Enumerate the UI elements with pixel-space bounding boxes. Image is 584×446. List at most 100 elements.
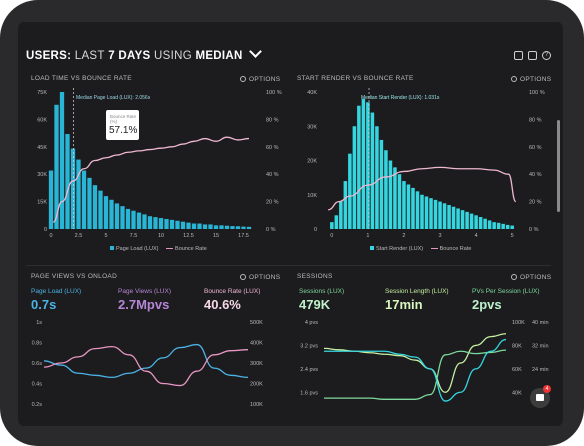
- render-x-tick-label: 1: [366, 233, 369, 239]
- sessions-tick-label: 24 min: [532, 367, 549, 373]
- load-bar: [125, 208, 131, 229]
- load-x-tick-label: 5: [104, 233, 107, 239]
- render-y2-tick-label: 60 %: [529, 145, 542, 151]
- title-last: LAST: [74, 50, 105, 62]
- stat-pvs-per-session: PVs Per Session (LUX) 2pvs: [472, 288, 540, 312]
- load-bar: [208, 224, 213, 229]
- render-bar: [424, 196, 429, 229]
- load-panel-title: LOAD TIME VS BOUNCE RATE: [31, 75, 132, 82]
- load-x-tick-label: 15: [213, 233, 219, 239]
- render-x-tick-label: 0: [330, 233, 333, 239]
- load-bar: [87, 177, 92, 229]
- tooltip-label: Bounce Rate: [110, 114, 137, 119]
- render-bar: [411, 187, 415, 229]
- render-bar: [388, 160, 393, 229]
- load-bar: [109, 199, 114, 229]
- load-x-tick-label: 2.5: [75, 233, 83, 239]
- legend-label: Page Load (LUX): [116, 246, 159, 252]
- tooltip-unit: (%): [110, 119, 117, 124]
- chat-button[interactable]: 4: [530, 385, 551, 408]
- stat-label: Session Length (LUX): [385, 288, 449, 295]
- stat-label: Sessions (LUX): [299, 288, 345, 295]
- render-y2-tick-label: 100 %: [529, 90, 545, 96]
- chat-icon: [536, 394, 544, 401]
- render-panel-title: START RENDER VS BOUNCE RATE: [297, 75, 414, 82]
- notification-badge: 4: [543, 385, 551, 393]
- stat-value: 17min: [385, 297, 423, 312]
- views-tick-label: 400K: [250, 341, 263, 347]
- render-x-tick-label: 3: [439, 233, 442, 239]
- render-bar: [496, 222, 501, 229]
- stat-label: PVs Per Session (LUX): [472, 288, 540, 295]
- load-bar: [246, 226, 252, 229]
- load-bar: [219, 225, 224, 229]
- load-bar: [175, 220, 180, 229]
- load-bar: [197, 223, 202, 229]
- sessions-tick-label: 32 min: [532, 343, 549, 349]
- sessions-options-button[interactable]: OPTIONS: [511, 273, 551, 281]
- sessions-tick-label: 60K: [512, 367, 522, 373]
- views-options-button[interactable]: OPTIONS: [240, 273, 280, 281]
- load-bar: [224, 225, 230, 229]
- load-x-tick-label: 0: [49, 233, 52, 239]
- legend-label: Bounce Rate: [439, 246, 472, 252]
- render-bar: [339, 201, 343, 229]
- load-bar: [158, 218, 164, 229]
- render-bar: [361, 98, 366, 229]
- render-bar: [393, 167, 397, 229]
- render-bar: [447, 205, 451, 229]
- stat-value: 479K: [299, 297, 331, 312]
- legend-label: Bounce Rate: [175, 246, 207, 252]
- render-options-button[interactable]: OPTIONS: [511, 75, 551, 83]
- render-bar: [352, 126, 357, 229]
- sessions-series-line: [324, 349, 507, 400]
- render-y-tick-label: 10K: [307, 193, 317, 199]
- load-bar: [241, 226, 246, 229]
- load-x-tick-label: 7.5: [130, 233, 138, 239]
- views-tick-label: 0.4s: [32, 382, 43, 388]
- load-bar: [120, 206, 125, 229]
- load-legend: Page Load (LUX) Bounce Rate: [110, 246, 207, 252]
- load-y2-tick-label: 100 %: [266, 90, 282, 96]
- load-bar: [76, 159, 81, 229]
- load-y-tick-label: 15K: [37, 200, 47, 206]
- render-bar: [456, 208, 460, 229]
- legend-swatch: [166, 247, 174, 249]
- tablet-icon[interactable]: [528, 51, 537, 60]
- views-panel-title: PAGE VIEWS VS ONLOAD: [31, 273, 118, 280]
- load-options-button[interactable]: OPTIONS: [240, 75, 280, 83]
- load-bar: [48, 170, 54, 229]
- divider: [26, 265, 551, 266]
- load-y-tick-label: 75K: [37, 90, 47, 96]
- load-bar: [92, 185, 98, 229]
- views-series-line: [43, 345, 249, 387]
- load-bar: [213, 225, 219, 229]
- stat-label: Bounce Rate (LUX): [204, 288, 261, 295]
- page-title[interactable]: USERS: LAST 7 DAYS USING MEDIAN: [26, 45, 262, 62]
- render-bar: [433, 199, 438, 229]
- sessions-tick-label: 80K: [512, 343, 522, 349]
- load-median-label: Median Page Load (LUX): 2.056s: [76, 95, 151, 101]
- monitor-icon[interactable]: [514, 51, 523, 60]
- render-bar: [402, 181, 406, 229]
- load-bar: [103, 196, 109, 229]
- load-bar: [235, 226, 241, 229]
- views-tick-label: 1s: [36, 320, 42, 326]
- render-bounce-line: [328, 166, 517, 211]
- render-bar: [442, 203, 447, 229]
- title-prefix: USERS:: [26, 50, 72, 62]
- scrollbar[interactable]: [557, 120, 560, 212]
- render-y2-tick-label: 20 %: [529, 200, 542, 206]
- render-bar: [334, 215, 339, 229]
- help-icon[interactable]: ?: [542, 51, 551, 60]
- stat-value: 40.6%: [204, 297, 241, 312]
- stat-session-length: Session Length (LUX) 17min: [385, 288, 449, 312]
- load-bar: [186, 222, 191, 229]
- load-y2-tick-label: 40 %: [266, 172, 279, 178]
- views-tick-label: 0.8s: [32, 341, 43, 347]
- stat-value: 2pvs: [472, 297, 502, 312]
- render-bar: [501, 223, 505, 229]
- load-bar: [180, 221, 186, 229]
- render-bar: [438, 201, 442, 229]
- sessions-series-line: [324, 338, 507, 402]
